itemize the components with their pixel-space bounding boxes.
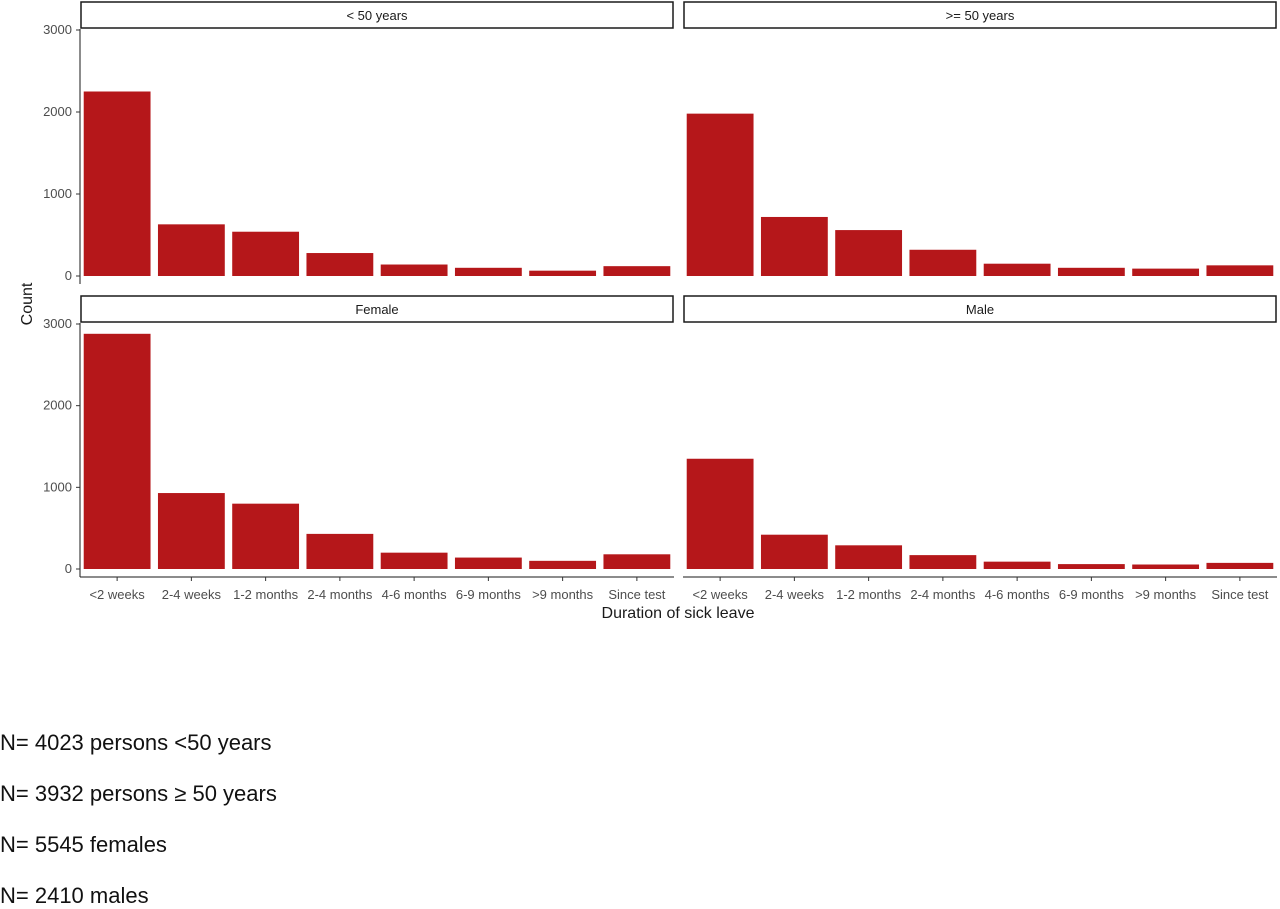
x-tick-label: 6-9 months	[1059, 587, 1125, 602]
x-tick-label: 2-4 weeks	[162, 587, 222, 602]
bar	[1057, 564, 1125, 569]
sample-size-males: N= 2410 males	[0, 883, 149, 908]
bar	[306, 533, 374, 569]
x-tick-label: Since test	[608, 587, 665, 602]
bar	[83, 91, 151, 276]
sample-size-50-plus: N= 3932 persons ≥ 50 years	[0, 781, 277, 806]
facet-title: Male	[966, 302, 994, 317]
y-tick-label: 1000	[43, 479, 72, 494]
bar	[983, 561, 1051, 569]
bar	[835, 230, 903, 276]
x-tick-label: <2 weeks	[692, 587, 748, 602]
x-tick-label: >9 months	[532, 587, 594, 602]
bar	[909, 249, 977, 276]
bar	[454, 557, 522, 569]
bar	[686, 113, 754, 276]
x-tick-label: 6-9 months	[456, 587, 522, 602]
bar	[83, 333, 151, 569]
facet-title: >= 50 years	[946, 8, 1015, 23]
bar	[760, 534, 828, 569]
facet-strip	[80, 1, 674, 29]
bar	[1206, 562, 1274, 569]
bar	[529, 560, 597, 569]
sample-size-under-50: N= 4023 persons <50 years	[0, 730, 272, 755]
bar	[157, 224, 225, 276]
bar	[760, 216, 828, 276]
bar	[1132, 268, 1200, 276]
bar	[529, 270, 597, 276]
y-tick-label: 0	[65, 268, 72, 283]
y-axis-title: Count	[19, 282, 36, 325]
y-tick-label: 2000	[43, 398, 72, 413]
bar	[603, 266, 671, 276]
bar	[1057, 267, 1125, 276]
bar	[157, 493, 225, 569]
x-tick-label: 4-6 months	[382, 587, 448, 602]
bar	[306, 253, 374, 276]
x-axis-title: Duration of sick leave	[602, 605, 755, 622]
facet-title: < 50 years	[346, 8, 408, 23]
y-tick-label: 2000	[43, 104, 72, 119]
x-tick-label: <2 weeks	[89, 587, 145, 602]
bar	[454, 267, 522, 276]
x-tick-label: 2-4 months	[910, 587, 976, 602]
bar	[909, 555, 977, 569]
bar	[983, 263, 1051, 276]
x-tick-label: Since test	[1211, 587, 1268, 602]
bar	[232, 503, 300, 569]
facet-strip	[80, 295, 674, 323]
y-tick-label: 3000	[43, 22, 72, 37]
bar	[603, 554, 671, 569]
bar	[380, 264, 448, 276]
x-tick-label: 1-2 months	[233, 587, 299, 602]
sample-size-females: N= 5545 females	[0, 832, 167, 857]
bar	[686, 458, 754, 569]
x-tick-label: 2-4 weeks	[765, 587, 825, 602]
bar	[380, 552, 448, 569]
bar	[1132, 564, 1200, 569]
bar	[232, 231, 300, 276]
y-tick-label: 1000	[43, 186, 72, 201]
x-tick-label: >9 months	[1135, 587, 1197, 602]
x-tick-label: 4-6 months	[985, 587, 1051, 602]
facet-title: Female	[355, 302, 398, 317]
x-tick-label: 2-4 months	[307, 587, 373, 602]
faceted-bar-chart: < 50 years 0 1000 2000 3000 >= 50 years Female…	[19, 1, 1277, 622]
bar	[835, 545, 903, 569]
facet-strip	[683, 1, 1277, 29]
facet-strip	[683, 295, 1277, 323]
x-tick-label: 1-2 months	[836, 587, 902, 602]
y-tick-label: 0	[65, 561, 72, 576]
y-tick-label: 3000	[43, 316, 72, 331]
bar	[1206, 265, 1274, 276]
